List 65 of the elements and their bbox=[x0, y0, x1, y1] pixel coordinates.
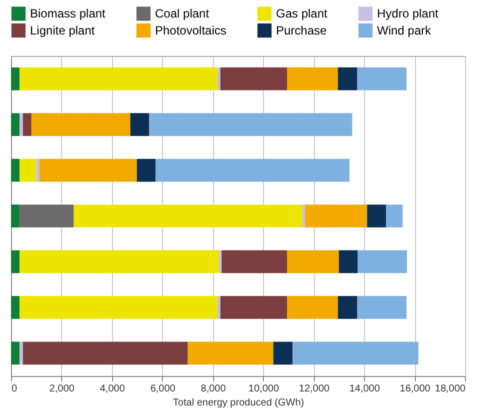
bar bbox=[20, 158, 36, 182]
bar bbox=[20, 67, 218, 90]
legend-label: Gas plant bbox=[276, 6, 328, 21]
bar bbox=[218, 67, 220, 90]
bar bbox=[338, 67, 358, 90]
x-tick-label: 2,000 bbox=[49, 384, 75, 394]
x-tick-label: 8,000 bbox=[200, 384, 226, 394]
bar bbox=[149, 113, 352, 136]
bar bbox=[220, 296, 288, 319]
legend-label: Lignite plant bbox=[30, 24, 96, 38]
bar bbox=[302, 204, 306, 228]
bar bbox=[31, 113, 130, 136]
bar bbox=[386, 204, 403, 228]
x-tick-label: 14,000 bbox=[349, 384, 380, 394]
bar bbox=[130, 113, 150, 136]
bar bbox=[367, 204, 386, 228]
bar bbox=[20, 250, 220, 274]
bar bbox=[20, 296, 218, 319]
bar bbox=[20, 204, 74, 228]
bar bbox=[11, 296, 20, 319]
bar bbox=[11, 204, 20, 228]
bar bbox=[358, 250, 407, 274]
bar bbox=[357, 67, 406, 90]
bar bbox=[188, 342, 274, 365]
x-tick-label: 10,000 bbox=[248, 384, 280, 394]
bar bbox=[222, 250, 288, 274]
legend-label: Hydro plant bbox=[377, 6, 440, 21]
x-axis-title: Total energy produced (GWh) bbox=[172, 398, 304, 408]
x-tick-label: 12,000 bbox=[298, 384, 330, 394]
legend-label: Photovoltaics bbox=[155, 24, 226, 38]
bar bbox=[74, 204, 302, 228]
bar bbox=[219, 250, 222, 274]
bar bbox=[287, 67, 338, 90]
bar bbox=[338, 296, 358, 319]
bar bbox=[11, 342, 20, 365]
bar bbox=[357, 296, 406, 319]
bar bbox=[218, 296, 220, 319]
x-tick-label: 6,000 bbox=[150, 384, 176, 394]
x-tick-label: 16,000 bbox=[400, 384, 431, 394]
legend-label: Coal plant bbox=[155, 6, 210, 21]
legend-label: Wind park bbox=[377, 24, 432, 38]
x-tick-label: 18,000 bbox=[434, 384, 466, 394]
bar bbox=[36, 158, 40, 182]
bar bbox=[40, 158, 137, 182]
bar bbox=[305, 204, 368, 228]
bar bbox=[11, 113, 20, 136]
bar bbox=[11, 67, 20, 90]
bar bbox=[287, 250, 339, 274]
bar bbox=[220, 67, 288, 90]
bar bbox=[156, 158, 350, 182]
bar bbox=[273, 342, 292, 365]
bar bbox=[136, 158, 156, 182]
bar bbox=[338, 250, 358, 274]
bar bbox=[20, 342, 23, 365]
bar bbox=[20, 113, 23, 136]
bar bbox=[22, 113, 32, 136]
x-tick-label: 4,000 bbox=[100, 384, 126, 394]
x-tick-label: 0 bbox=[12, 384, 18, 394]
legend-label: Purchase bbox=[276, 24, 328, 38]
bar bbox=[292, 342, 418, 365]
legend-label: Biomass plant bbox=[30, 6, 106, 21]
bar bbox=[22, 342, 188, 365]
bar bbox=[11, 250, 20, 274]
bar bbox=[287, 296, 338, 319]
bar bbox=[11, 158, 20, 182]
